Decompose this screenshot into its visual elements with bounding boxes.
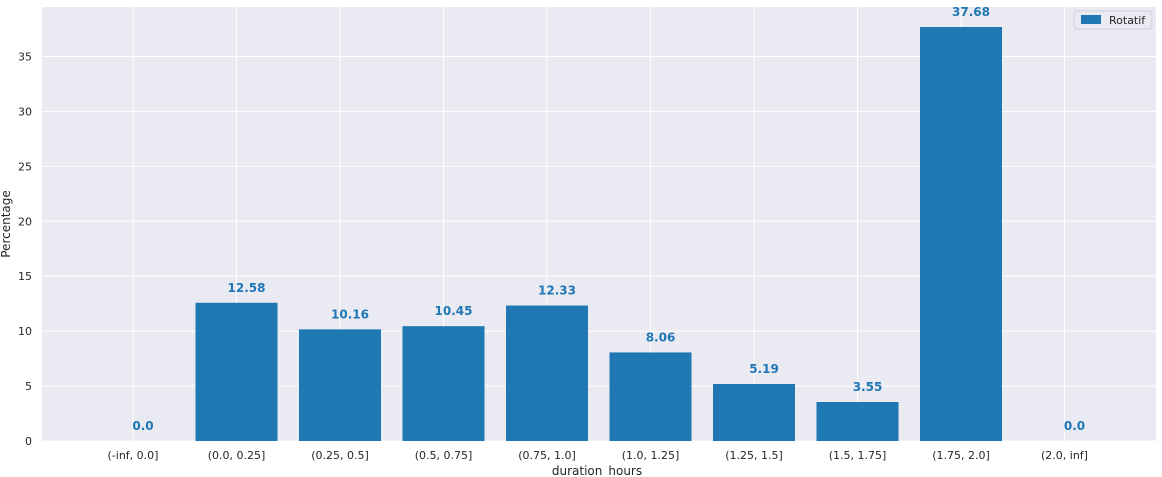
y-tick-label: 15: [18, 270, 32, 283]
bar: [299, 329, 381, 441]
bar: [816, 401, 899, 441]
y-tick-label: 30: [18, 105, 32, 118]
bar-data-label: 8.06: [646, 330, 676, 344]
y-tick-labels: 0 5 10 15 20 25 30 35: [18, 50, 32, 448]
legend: Rotatif: [1073, 10, 1153, 30]
x-tick-label: (1.25, 1.5]: [725, 449, 783, 462]
x-tick-label: (0.25, 0.5]: [311, 449, 369, 462]
x-tick-label: (1.75, 2.0]: [932, 449, 990, 462]
x-tick-label: (0.0, 0.25]: [208, 449, 266, 462]
bar-data-label: 0.0: [132, 419, 153, 433]
x-tick-label: (1.0, 1.25]: [622, 449, 680, 462]
bar-data-label: 12.33: [538, 284, 576, 298]
bar-data-label: 3.55: [853, 380, 883, 394]
y-tick-label: 5: [25, 380, 32, 393]
bars: [195, 26, 1002, 442]
legend-label: Rotatif: [1109, 14, 1146, 27]
x-tick-label: (0.75, 1.0]: [518, 449, 576, 462]
y-tick-label: 20: [18, 215, 32, 228]
x-tick-label: (2.0, inf]: [1041, 449, 1088, 462]
bar-data-label: 12.58: [228, 281, 266, 295]
y-tick-label: 35: [18, 50, 32, 63]
bar-data-label: 10.45: [435, 304, 473, 318]
bar-data-label: 37.68: [952, 5, 990, 19]
bar: [195, 302, 278, 441]
bar-data-label: 0.0: [1064, 419, 1085, 433]
y-tick-label: 25: [18, 160, 32, 173]
x-tick-label: (-inf, 0.0]: [108, 449, 159, 462]
x-axis-label: duration_hours: [552, 464, 642, 477]
x-tick-label: (0.5, 0.75]: [415, 449, 473, 462]
x-tick-label: (1.5, 1.75]: [829, 449, 887, 462]
x-tick-labels: (-inf, 0.0] (0.0, 0.25] (0.25, 0.5] (0.5, 0…: [108, 449, 1088, 462]
y-tick-label: 10: [18, 325, 32, 338]
bar: [920, 26, 1002, 442]
bar: [713, 383, 795, 441]
y-axis-label: Percentage: [0, 190, 13, 258]
bar: [506, 305, 588, 441]
bar: [609, 352, 692, 441]
data-labels: 0.0 12.58 10.16 10.45 12.33 8.06 5.19 3.55 37.68…: [132, 5, 1085, 433]
legend-swatch: [1081, 15, 1101, 24]
bar-data-label: 5.19: [749, 362, 779, 376]
y-tick-label: 0: [25, 435, 32, 448]
bar: [402, 326, 485, 441]
bar-data-label: 10.16: [331, 307, 369, 321]
